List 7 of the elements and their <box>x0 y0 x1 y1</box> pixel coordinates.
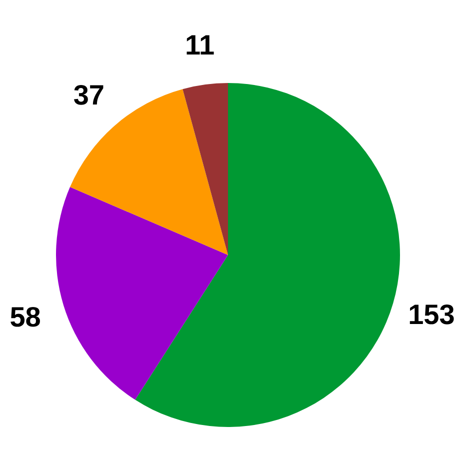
pie-slice <box>182 83 228 255</box>
data-label: 58 <box>10 302 41 333</box>
pie-slice <box>56 187 228 400</box>
pie-slice <box>135 83 400 427</box>
data-label: 11 <box>184 29 215 60</box>
data-label: 37 <box>73 80 104 111</box>
data-label: 153 <box>408 299 455 330</box>
